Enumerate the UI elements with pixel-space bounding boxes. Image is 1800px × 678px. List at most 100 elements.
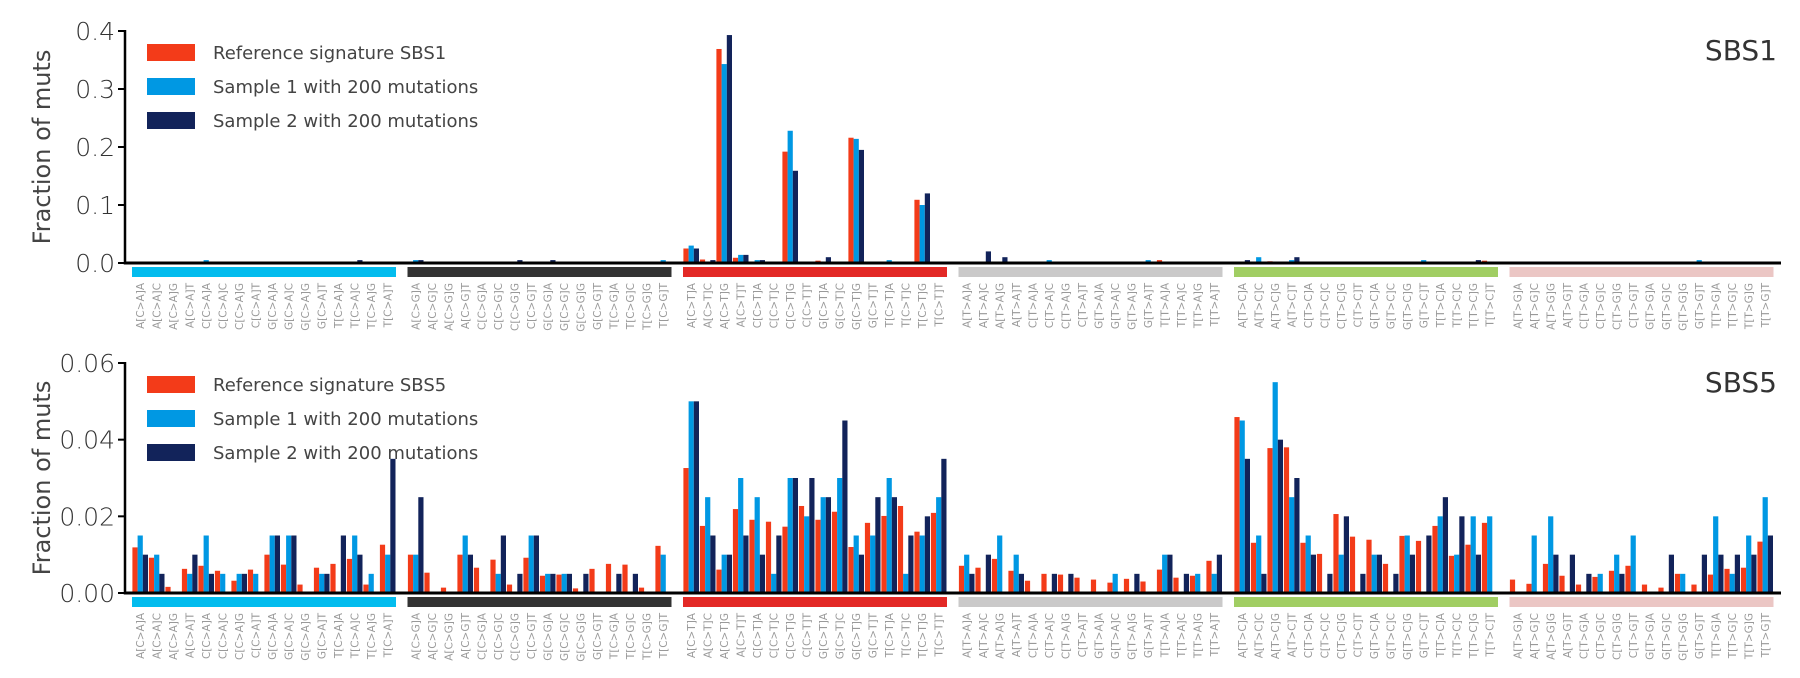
x-tick-label: A[T>C]T (1286, 282, 1298, 327)
bar-sample2 (550, 573, 556, 593)
bar-sample2 (1442, 497, 1448, 593)
bar-sample2 (1619, 573, 1625, 593)
bar-reference (1366, 539, 1372, 593)
bar-sample1 (1013, 554, 1019, 593)
x-tick-label: C[T>G]C (1595, 283, 1607, 329)
bar-reference (716, 48, 722, 264)
bar-sample1 (319, 573, 325, 593)
bar-sample2 (891, 497, 897, 593)
x-tick-label: A[C>A]G (168, 283, 180, 330)
bar-reference (1432, 525, 1438, 593)
bar-sample2 (941, 458, 947, 593)
bar-sample2 (390, 458, 396, 593)
x-tick-label: A[T>C]A (1237, 282, 1249, 328)
bar-reference (683, 468, 689, 593)
bar-reference (1316, 553, 1323, 593)
bar-sample2 (1668, 554, 1674, 593)
x-tick-label: A[C>G]C (427, 283, 439, 330)
bar-sample1 (462, 535, 468, 593)
bar-sample1 (771, 573, 777, 593)
bar-sample1 (660, 554, 666, 593)
mutation-group-strip (132, 267, 396, 277)
x-tick-label: T[T>A]G (1192, 613, 1204, 659)
x-tick-label: G[T>G]A (1644, 282, 1656, 330)
bar-sample2 (1751, 554, 1757, 593)
bar-sample2 (241, 573, 247, 593)
y-axis-label: Fraction of muts (28, 50, 56, 245)
bar-sample2 (1244, 458, 1250, 593)
x-tick-label: G[T>C]A (1369, 612, 1381, 659)
bar-sample1 (1371, 554, 1377, 593)
bar-sample1 (688, 401, 694, 593)
x-tick-label: C[C>T]A (752, 282, 764, 328)
bar-sample1 (154, 554, 160, 593)
bar-reference (930, 512, 937, 593)
bar-reference (473, 567, 480, 593)
bar-sample2 (1018, 573, 1024, 593)
bar-sample1 (738, 254, 744, 263)
bar-sample1 (997, 535, 1003, 593)
x-tick-label: C[C>G]C (493, 613, 505, 660)
bar-sample2 (776, 535, 782, 593)
bar-sample1 (269, 535, 275, 593)
x-tick-label: A[T>A]T (1011, 612, 1023, 657)
bar-sample2 (792, 170, 798, 263)
mutation-group-strip (407, 267, 672, 277)
bar-reference (1542, 563, 1549, 593)
bar-sample1 (1614, 554, 1620, 593)
bar-sample1 (936, 497, 942, 593)
x-tick-label: G[C>T]G (851, 613, 863, 660)
bar-sample1 (1195, 573, 1201, 593)
bar-reference (897, 505, 904, 593)
x-tick-label: A[T>G]C (1529, 613, 1541, 659)
bar-sample2 (726, 35, 732, 264)
bar-reference (958, 565, 965, 593)
x-tick-label: T[C>A]A (333, 612, 345, 659)
bar-reference (1267, 448, 1273, 593)
x-tick-label: C[T>G]A (1578, 282, 1590, 329)
bar-sample2 (743, 535, 749, 593)
bar-reference (589, 568, 595, 593)
bar-sample2 (1310, 554, 1316, 593)
x-tick-label: C[C>G]T (526, 612, 538, 659)
bar-reference (247, 569, 254, 593)
x-tick-label: T[T>G]C (1727, 613, 1739, 659)
legend-swatch-reference (147, 44, 195, 61)
bar-reference (1399, 535, 1405, 593)
bar-reference (424, 572, 430, 593)
x-tick-label: T[C>T]A (884, 282, 896, 328)
bar-reference (732, 257, 739, 263)
x-tick-label: C[T>G]T (1628, 612, 1640, 658)
legend-label: Sample 2 with 200 mutations (213, 111, 478, 132)
bar-reference (181, 568, 188, 593)
x-tick-label: C[T>A]A (1027, 612, 1039, 658)
x-tick-label: C[T>A]A (1027, 282, 1039, 328)
x-tick-label: T[T>A]A (1159, 282, 1171, 328)
x-tick-label: C[C>A]G (234, 613, 246, 660)
bar-sample1 (220, 573, 226, 593)
x-tick-label: C[C>A]T (250, 612, 262, 658)
x-tick-label: T[C>A]G (366, 613, 378, 660)
x-tick-label: T[T>C]A (1435, 612, 1447, 658)
bar-reference (699, 259, 706, 263)
bar-reference (732, 509, 739, 593)
bar-sample1 (1713, 516, 1719, 593)
legend-label: Reference signature SBS1 (213, 43, 446, 64)
bar-sample1 (1454, 554, 1460, 593)
x-tick-label: T[T>A]G (1192, 283, 1204, 329)
bar-reference (716, 569, 722, 593)
bar-sample1 (286, 535, 292, 593)
bar-sample2 (500, 535, 506, 593)
bar-sample1 (545, 573, 551, 593)
bar-sample1 (528, 535, 534, 593)
bar-sample1 (1746, 535, 1752, 593)
x-tick-label: A[T>A]G (994, 613, 1006, 659)
x-tick-label: C[C>A]C (217, 283, 229, 329)
bar-sample1 (137, 535, 143, 593)
x-tick-label: T[T>G]T (1760, 282, 1772, 328)
bar-reference (1041, 573, 1047, 593)
bar-reference (975, 567, 981, 593)
bar-reference (815, 519, 821, 593)
x-tick-label: G[C>T]A (818, 612, 830, 659)
